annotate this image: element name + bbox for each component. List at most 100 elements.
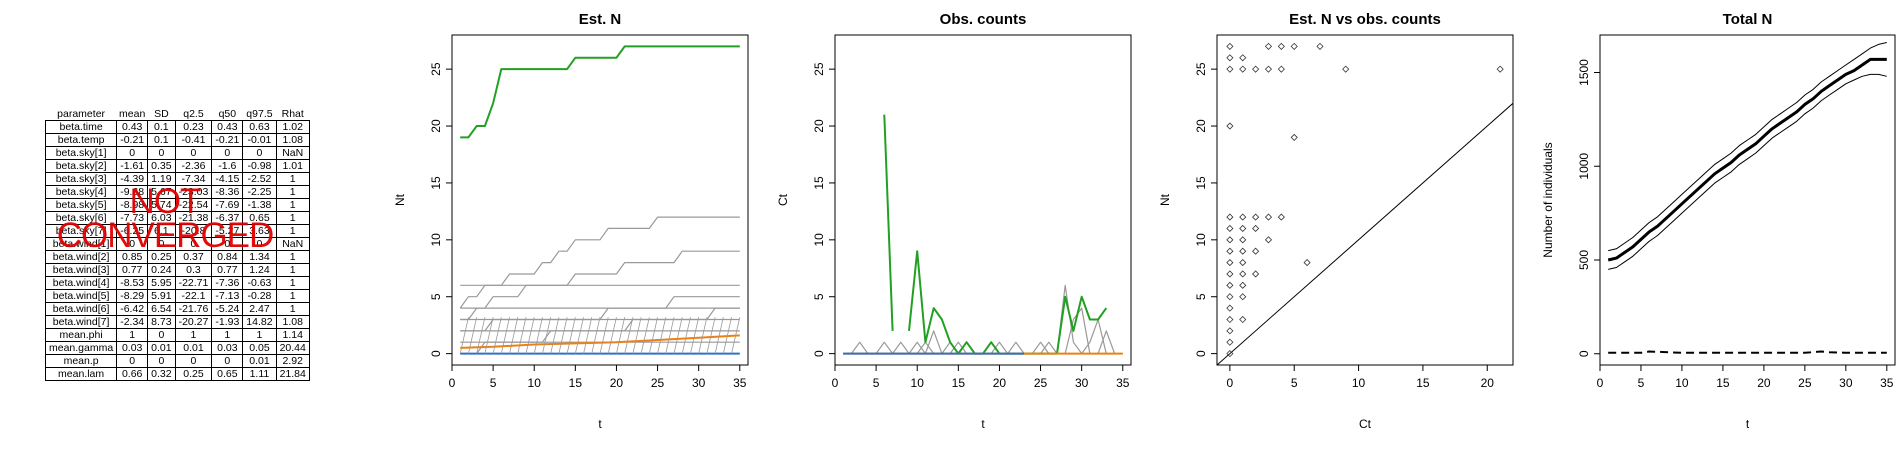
table-row: beta.sky[6] -7.73 6.03 -21.38 -6.37 0.65 1 xyxy=(44,211,310,225)
scatter-point xyxy=(1239,213,1247,221)
hatch-stroke xyxy=(591,317,601,354)
column-header-3: q2.5 xyxy=(183,107,204,120)
identity-line xyxy=(1217,102,1513,365)
table-cell: 0.43 xyxy=(116,120,149,134)
table-cell: -8.98 xyxy=(116,198,149,212)
y-tick-label: 15 xyxy=(429,176,443,190)
scatter-point xyxy=(1277,65,1285,73)
table-cell: 0.3 xyxy=(174,263,213,277)
y-tick-label: 25 xyxy=(812,62,826,76)
hatch-stroke xyxy=(459,317,469,354)
chart-title: Est. N xyxy=(579,11,622,28)
scatter-point xyxy=(1226,338,1234,346)
scatter-point xyxy=(1264,236,1273,244)
y-tick-label: 20 xyxy=(1194,119,1208,133)
hatch-stroke xyxy=(550,317,560,354)
scatter-point xyxy=(1239,259,1247,267)
scatter-point xyxy=(1277,42,1285,50)
x-tick-label: 0 xyxy=(449,376,456,390)
x-axis-label: Ct xyxy=(1359,417,1372,431)
table-row: beta.wind[7] -2.34 8.73 -20.27 -1.93 14.82 1.0… xyxy=(44,315,310,329)
table-cell: 0.32 xyxy=(147,367,176,381)
table-cell: beta.wind[2] xyxy=(44,250,118,264)
x-tick-label: 15 xyxy=(1716,376,1730,390)
hatch-stroke xyxy=(624,317,634,354)
x-tick-label: 5 xyxy=(873,376,880,390)
table-cell: -9.68 xyxy=(116,185,149,199)
table-cell: beta.sky[2] xyxy=(44,159,118,173)
table-cell: 2.47 xyxy=(242,302,277,316)
table-cell: beta.sky[6] xyxy=(44,211,118,225)
column-header-1: mean xyxy=(119,107,146,120)
scatter-point xyxy=(1226,54,1234,62)
table-row: mean.lam 0.66 0.32 0.25 0.65 1.11 21.84 xyxy=(44,367,310,381)
scatter-point xyxy=(1239,293,1247,301)
hatch-stroke xyxy=(509,317,519,354)
scatter-point xyxy=(1264,42,1273,50)
table-cell: -1.93 xyxy=(211,315,244,329)
x-tick-label: 5 xyxy=(1638,376,1645,390)
table-cell: 1.02 xyxy=(275,120,310,134)
series-line-3 xyxy=(1608,350,1887,354)
scatter-point xyxy=(1226,42,1234,50)
y-tick-label: 1500 xyxy=(1577,59,1591,86)
plot-area xyxy=(459,45,741,355)
x-tick-label: 35 xyxy=(733,376,747,390)
x-tick-label: 25 xyxy=(651,376,665,390)
hatch-stroke xyxy=(648,317,658,354)
x-tick-label: 0 xyxy=(1597,376,1604,390)
series-line-0 xyxy=(843,284,1123,355)
scatter-point xyxy=(1239,236,1247,244)
table-cell: -6.25 xyxy=(116,224,149,238)
table-cell: -6.37 xyxy=(211,211,244,225)
table-cell: 6.03 xyxy=(147,211,176,225)
x-tick-label: 25 xyxy=(1034,376,1048,390)
y-axis-label: Number of individuals xyxy=(1541,142,1555,257)
table-cell: -8.53 xyxy=(116,276,149,290)
table-cell: -4.15 xyxy=(211,172,244,186)
hatch-stroke xyxy=(607,317,617,354)
hatch-stroke xyxy=(640,317,650,354)
table-cell: -22.71 xyxy=(174,276,213,290)
scatter-point xyxy=(1264,213,1273,221)
scatter-point xyxy=(1252,224,1260,233)
scatter-point xyxy=(1226,315,1234,324)
chart-0: Est. N t Nt 0 5 10 15 20 25 30 35 0 5 10 15 20 25 xyxy=(393,11,749,431)
hatch-stroke xyxy=(533,317,543,354)
y-tick-label: 25 xyxy=(1194,62,1208,76)
hatch-stroke xyxy=(517,317,527,354)
table-cell: -6.42 xyxy=(116,302,149,316)
series-line-4 xyxy=(460,296,740,332)
y-tick-label: 0 xyxy=(429,350,443,357)
table-cell: 3.63 xyxy=(242,224,277,238)
table-row: beta.sky[4] -9.68 5.67 -23.03 -8.36 -2.25 1 xyxy=(44,185,310,199)
table-row: beta.wind[3] 0.77 0.24 0.3 0.77 1.24 1 xyxy=(44,263,310,277)
plot-frame xyxy=(451,34,749,366)
series-line-1 xyxy=(843,307,1123,355)
series-line-10 xyxy=(460,334,740,349)
table-cell: mean.lam xyxy=(44,367,118,381)
table-cell: beta.wind[7] xyxy=(44,315,118,329)
hatch-stroke xyxy=(476,317,486,354)
scatter-point xyxy=(1264,65,1273,73)
scatter-point xyxy=(1239,65,1247,73)
y-tick-label: 5 xyxy=(429,293,443,300)
y-tick-label: 0 xyxy=(812,350,826,357)
scatter-point xyxy=(1226,304,1234,312)
hatch-stroke xyxy=(500,317,510,354)
hatch-stroke xyxy=(731,317,741,354)
x-tick-label: 20 xyxy=(1757,376,1771,390)
chart-title: Obs. counts xyxy=(940,11,1027,28)
scatter-point xyxy=(1226,224,1234,233)
hatch-stroke xyxy=(706,317,716,354)
scatter-point xyxy=(1226,259,1234,267)
x-tick-label: 35 xyxy=(1116,376,1130,390)
scatter-point xyxy=(1226,213,1234,221)
table-row: beta.wind[6] -6.42 6.54 -21.76 -5.24 2.47 1 xyxy=(44,302,310,316)
table-cell: 0.25 xyxy=(174,367,213,381)
table-cell: 0.43 xyxy=(211,120,244,134)
scatter-point xyxy=(1226,122,1234,130)
scatter-point xyxy=(1252,247,1260,255)
x-tick-label: 20 xyxy=(610,376,624,390)
